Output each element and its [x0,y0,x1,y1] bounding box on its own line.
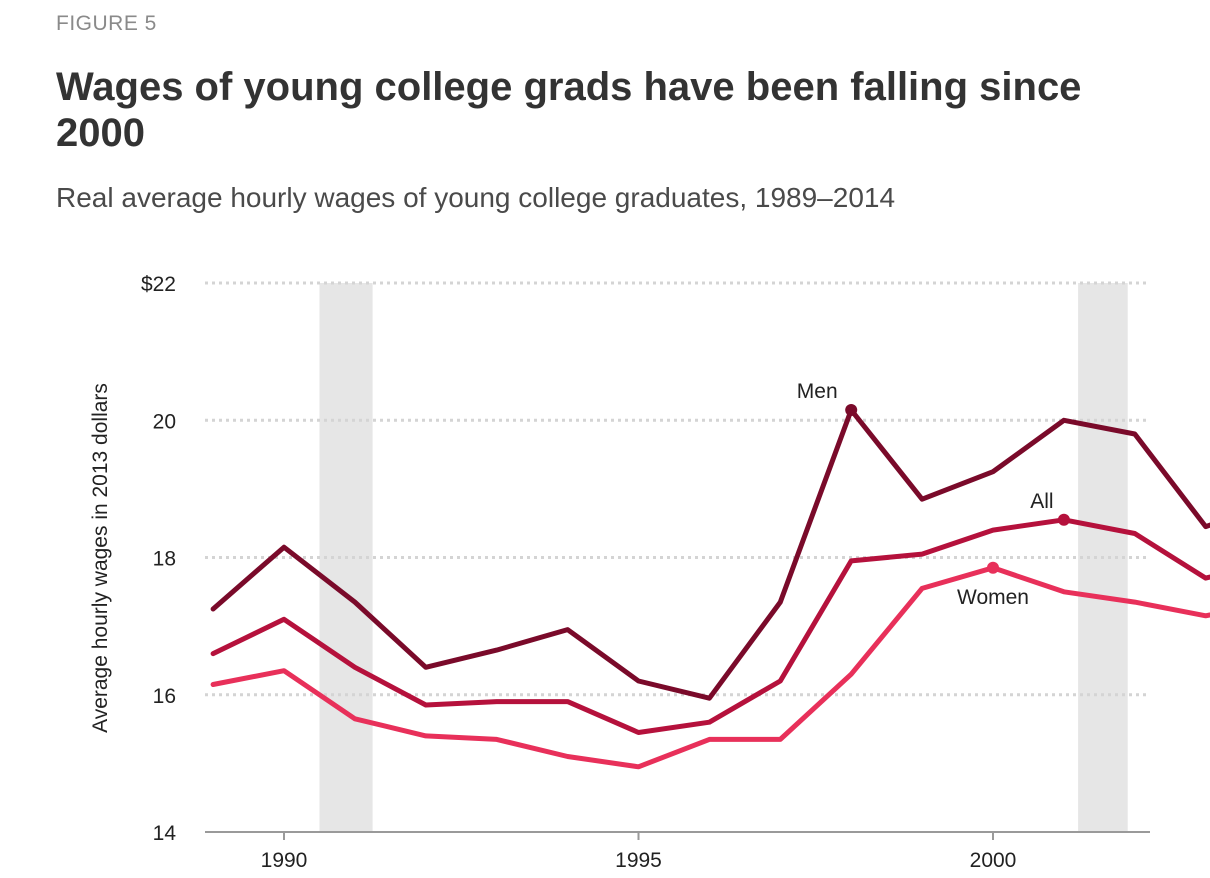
y-tick-label: $22 [141,273,176,296]
chart-title: Wages of young college grads have been f… [56,65,1082,155]
x-axis: 19901995200020052010 [205,831,1150,872]
y-tick-label: 16 [153,685,176,708]
y-tick-label: 14 [153,822,177,845]
series-labels: Men$19.15All$16.99Women$15.29 [797,380,1054,609]
y-tick-label: 20 [153,410,176,433]
y-axis-title: Average hourly wages in 2013 dollars [89,383,112,733]
recession-bands [319,283,1128,832]
x-tick-label: 1990 [261,849,308,872]
series-name-all: All [1030,490,1053,513]
label-point-men [845,403,858,416]
figure-label: FIGURE 5 [56,12,157,35]
label-point-all [1057,513,1070,526]
label-point-women [987,561,999,574]
series-name-men: Men [797,380,838,403]
y-axis: 14 16 18 20 $22 [141,273,176,845]
x-tick-label: 1995 [615,849,662,872]
series-lines [210,403,1210,770]
x-tick-label: 2000 [970,849,1017,872]
chart-subtitle: Real average hourly wages of young colle… [56,182,896,213]
y-tick-label: 18 [153,548,176,571]
series-line-women [210,565,1210,770]
series-name-women: Women [957,586,1029,609]
series-line-men [210,407,1210,701]
